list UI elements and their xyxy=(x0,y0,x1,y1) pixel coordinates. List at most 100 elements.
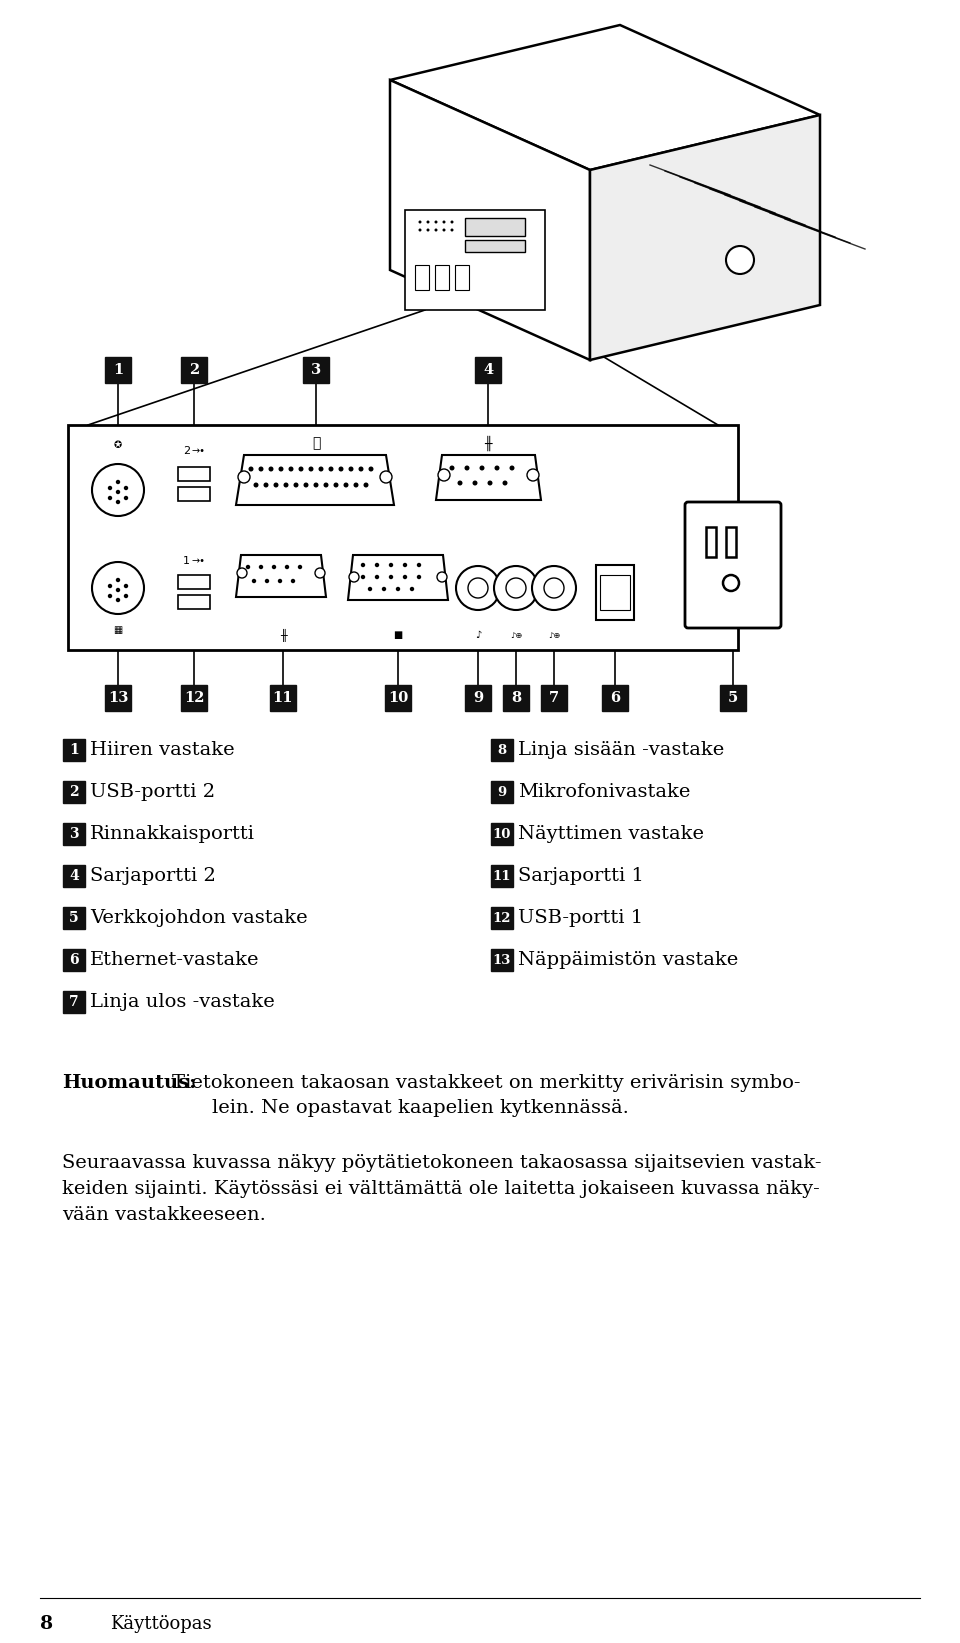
Text: 9: 9 xyxy=(497,785,507,798)
Text: 2: 2 xyxy=(183,445,190,457)
Circle shape xyxy=(374,564,379,567)
Circle shape xyxy=(246,565,251,568)
Circle shape xyxy=(299,467,303,472)
Text: Seuraavassa kuvassa näkyy pöytätietokoneen takaosassa sijaitsevien vastak-: Seuraavassa kuvassa näkyy pöytätietokone… xyxy=(62,1153,822,1171)
Circle shape xyxy=(124,496,129,499)
Bar xyxy=(63,991,85,1014)
Polygon shape xyxy=(236,555,326,596)
Circle shape xyxy=(532,565,576,610)
Text: 10: 10 xyxy=(388,692,408,705)
Text: ▦: ▦ xyxy=(113,624,123,634)
Circle shape xyxy=(382,587,386,591)
Text: →•: →• xyxy=(192,555,206,565)
Text: ♪: ♪ xyxy=(475,629,481,641)
Circle shape xyxy=(488,480,492,485)
Text: ✪: ✪ xyxy=(114,440,122,450)
Circle shape xyxy=(396,587,400,591)
Circle shape xyxy=(252,578,256,583)
Text: keiden sijainti. Käytössäsi ei välttämättä ole laitetta jokaiseen kuvassa näky-: keiden sijainti. Käytössäsi ei välttämät… xyxy=(62,1180,820,1198)
Circle shape xyxy=(328,467,333,472)
Bar xyxy=(105,357,131,383)
Text: ⎙: ⎙ xyxy=(312,435,321,450)
Circle shape xyxy=(289,467,294,472)
Circle shape xyxy=(265,578,269,583)
Circle shape xyxy=(298,565,302,568)
Circle shape xyxy=(108,496,112,499)
Circle shape xyxy=(272,565,276,568)
Bar xyxy=(63,823,85,845)
Circle shape xyxy=(259,565,263,568)
Circle shape xyxy=(435,228,438,232)
Bar xyxy=(602,685,628,711)
Bar xyxy=(491,907,513,928)
Bar xyxy=(303,357,329,383)
Circle shape xyxy=(116,588,120,591)
Bar xyxy=(415,265,429,291)
Circle shape xyxy=(116,598,120,603)
Bar xyxy=(491,823,513,845)
Text: 4: 4 xyxy=(69,869,79,882)
Circle shape xyxy=(344,483,348,488)
Text: 7: 7 xyxy=(69,996,79,1009)
Text: Verkkojohdon vastake: Verkkojohdon vastake xyxy=(90,909,307,927)
Circle shape xyxy=(726,246,754,274)
Circle shape xyxy=(108,593,112,598)
Bar xyxy=(105,685,131,711)
Bar xyxy=(455,265,469,291)
Circle shape xyxy=(544,578,564,598)
Circle shape xyxy=(419,220,421,223)
Circle shape xyxy=(506,578,526,598)
Circle shape xyxy=(456,565,500,610)
Bar xyxy=(63,739,85,761)
Text: 12: 12 xyxy=(492,912,512,925)
Circle shape xyxy=(403,575,407,580)
Bar xyxy=(706,527,716,557)
Text: 3: 3 xyxy=(69,826,79,841)
Circle shape xyxy=(349,572,359,582)
Text: USB-portti 1: USB-portti 1 xyxy=(518,909,643,927)
Bar xyxy=(720,685,746,711)
Polygon shape xyxy=(348,555,448,600)
Bar xyxy=(600,575,630,610)
Circle shape xyxy=(116,499,120,504)
Circle shape xyxy=(502,480,508,485)
Circle shape xyxy=(449,465,454,470)
Bar xyxy=(178,575,210,588)
Circle shape xyxy=(319,467,324,472)
Text: ■: ■ xyxy=(394,629,402,641)
Bar xyxy=(491,780,513,803)
Text: Ethernet-vastake: Ethernet-vastake xyxy=(90,951,259,969)
Circle shape xyxy=(450,228,453,232)
Circle shape xyxy=(315,568,325,578)
Text: 1: 1 xyxy=(113,363,123,376)
Circle shape xyxy=(263,483,269,488)
Circle shape xyxy=(364,483,369,488)
Text: 2: 2 xyxy=(189,363,199,376)
Text: 2: 2 xyxy=(69,785,79,798)
Circle shape xyxy=(291,578,296,583)
Bar xyxy=(491,864,513,887)
Text: 12: 12 xyxy=(183,692,204,705)
Circle shape xyxy=(527,468,539,481)
Circle shape xyxy=(116,490,120,495)
Text: 9: 9 xyxy=(473,692,483,705)
Circle shape xyxy=(374,575,379,580)
Bar xyxy=(503,685,529,711)
Bar xyxy=(491,950,513,971)
Bar xyxy=(491,739,513,761)
Polygon shape xyxy=(590,115,820,360)
Text: 3: 3 xyxy=(311,363,321,376)
Circle shape xyxy=(510,465,515,470)
Circle shape xyxy=(303,483,308,488)
Text: Sarjaportti 2: Sarjaportti 2 xyxy=(90,868,216,886)
Circle shape xyxy=(269,467,274,472)
Circle shape xyxy=(465,465,469,470)
Bar xyxy=(178,486,210,501)
Circle shape xyxy=(426,220,429,223)
Text: 6: 6 xyxy=(610,692,620,705)
Text: 10: 10 xyxy=(492,828,511,841)
Circle shape xyxy=(92,562,144,614)
Text: USB-portti 2: USB-portti 2 xyxy=(90,784,215,802)
Text: 5: 5 xyxy=(69,910,79,925)
Circle shape xyxy=(443,228,445,232)
